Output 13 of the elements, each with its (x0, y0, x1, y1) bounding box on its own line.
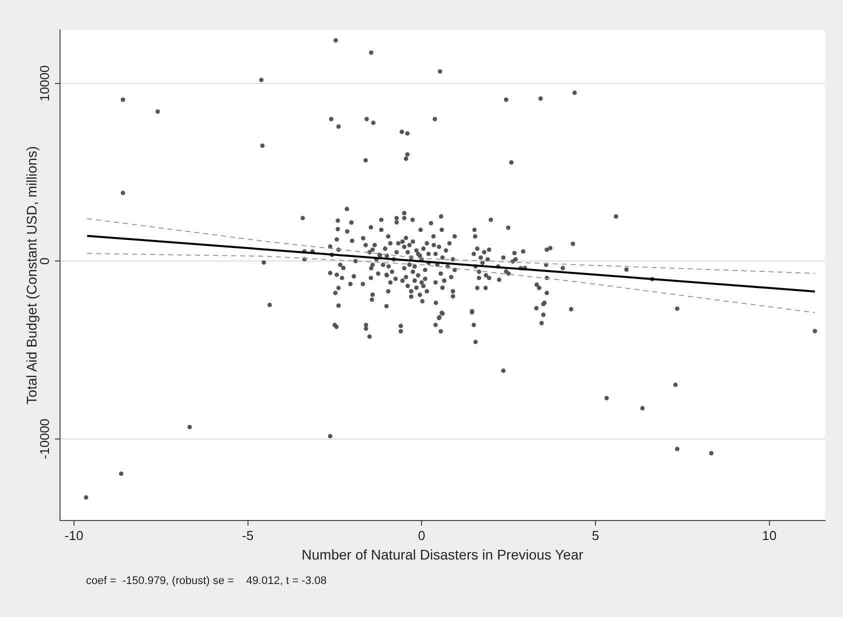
y-axis-title: Total Aid Budget (Constant USD, millions) (23, 146, 40, 404)
line-series (86, 218, 816, 274)
x-tick-label: 10 (762, 528, 777, 543)
line-series (86, 252, 816, 314)
x-axis-title: Number of Natural Disasters in Previous Year (302, 546, 584, 562)
x-tick-label: -10 (64, 528, 84, 543)
x-tick-label: -5 (242, 528, 254, 543)
text: coef = -150.979, (robust) se = 49.012, t = -3.08 (86, 575, 327, 587)
y-tick-label: 10000 (37, 65, 52, 102)
x-tick-label: 0 (418, 528, 426, 543)
x-tick-label: 5 (592, 528, 600, 543)
y-tick-label: -10000 (37, 418, 52, 460)
y-tick-label: 0 (37, 257, 52, 265)
